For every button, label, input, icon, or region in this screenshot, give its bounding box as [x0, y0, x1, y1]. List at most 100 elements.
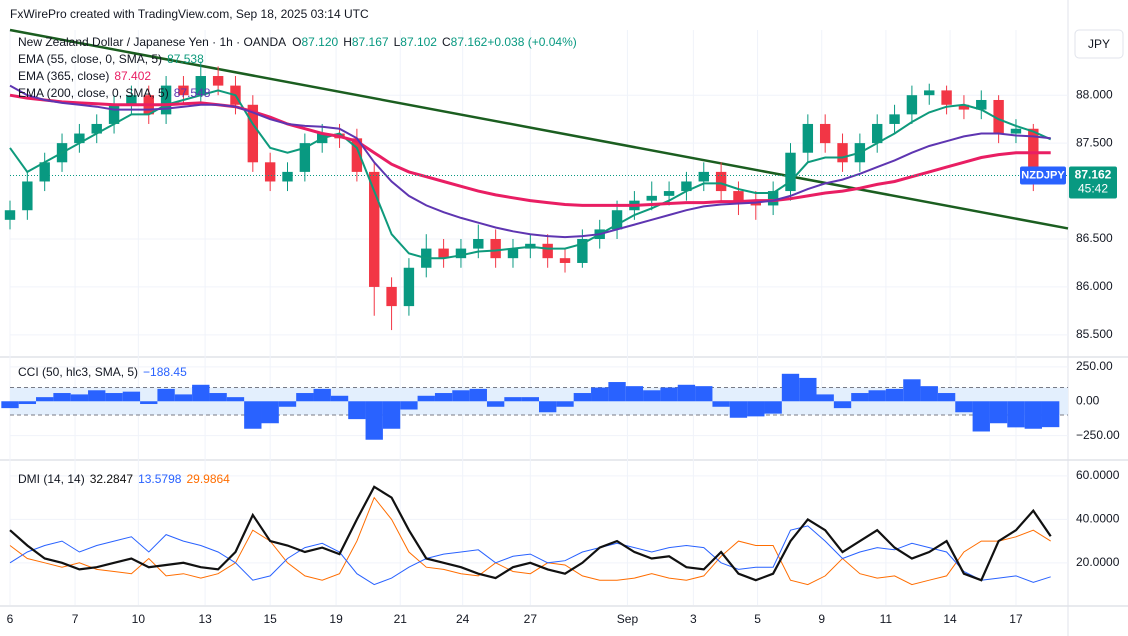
- cci-bar: [955, 401, 973, 413]
- candle-body: [681, 181, 692, 192]
- candle-body: [178, 85, 189, 96]
- candle-body: [108, 104, 120, 124]
- legend-value: −188.45: [143, 365, 187, 379]
- currency-button[interactable]: [1074, 29, 1124, 59]
- cci-bar: [712, 401, 730, 407]
- cci-bar: [885, 388, 904, 402]
- cci-bar: [469, 388, 487, 402]
- candle-body: [74, 133, 85, 144]
- candle-body: [1010, 128, 1022, 134]
- legend-value: 13.5798: [138, 472, 182, 486]
- candle-body: [195, 76, 206, 96]
- cci-bar: [122, 391, 141, 402]
- candle-body: [941, 90, 952, 105]
- cci-bar: [486, 401, 505, 407]
- candle-body: [386, 286, 397, 307]
- cci-bar: [434, 393, 453, 402]
- y-tick-label: 87.500: [1076, 135, 1113, 149]
- x-tick-label: 14: [943, 612, 957, 626]
- cci-bar: [556, 401, 574, 407]
- legend-entry: DMI (14, 14) 32.2847 13.5798 29.9864: [18, 472, 230, 486]
- candle-body: [455, 248, 467, 259]
- symbol-label: NZDJPY: [1021, 169, 1065, 181]
- ema-line: [9, 89, 1052, 260]
- x-tick-label: 24: [456, 612, 470, 626]
- cci-bar: [920, 386, 938, 402]
- legend-title: New Zealand Dollar / Japanese Yen · 1h ·…: [18, 35, 577, 49]
- cci-bar: [192, 384, 210, 402]
- ohlc-value: 87.102: [400, 35, 437, 49]
- cci-bar: [88, 390, 106, 402]
- cci-bar: [903, 379, 921, 402]
- candle-body: [490, 238, 501, 259]
- y-tick-label: 250.00: [1076, 359, 1113, 373]
- cci-bar: [573, 393, 592, 402]
- legend-value: 87.538: [167, 52, 204, 66]
- candle-body: [559, 258, 571, 263]
- cci-bar: [1007, 401, 1025, 428]
- candle-body: [802, 123, 814, 153]
- cci-bar: [868, 390, 886, 402]
- cci-bar: [417, 395, 435, 402]
- cci-bar: [747, 401, 765, 417]
- x-tick-label: 11: [880, 612, 893, 626]
- cci-bar: [816, 394, 834, 402]
- y-tick-label: 40.0000: [1076, 512, 1120, 526]
- candle-body: [837, 143, 848, 163]
- cci-bar: [1, 401, 19, 409]
- x-tick-label: 10: [132, 612, 146, 626]
- cci-bar: [400, 401, 418, 410]
- candle-body: [733, 191, 744, 201]
- candle-body: [4, 210, 16, 220]
- y-tick-label: 86.500: [1076, 231, 1113, 245]
- cci-bar: [70, 394, 89, 402]
- y-tick-label: 60.0000: [1076, 468, 1120, 482]
- candle-body: [438, 248, 449, 259]
- cci-bar: [296, 393, 314, 402]
- cci-bar: [313, 388, 331, 402]
- y-tick-label: 88.000: [1076, 87, 1113, 101]
- y-tick-label: 0.00: [1076, 393, 1100, 407]
- ohlc-value: 87.162: [451, 35, 488, 49]
- legend-entry: EMA (200, close, 0, SMA, 5) 87.548: [18, 86, 211, 100]
- candle-body: [369, 171, 380, 287]
- ohlc-value: +0.038 (+0.04%): [487, 35, 576, 49]
- cci-bar: [226, 397, 245, 402]
- currency[interactable]: JPY: [1088, 37, 1110, 51]
- candle-body: [473, 238, 484, 249]
- cci-bar: [729, 401, 748, 418]
- legend-entry: CCI (50, hlc3, SMA, 5) −188.45: [18, 365, 187, 379]
- x-tick-label: 3: [690, 612, 697, 626]
- cci-bar: [660, 387, 678, 402]
- x-tick-label: 6: [7, 612, 14, 626]
- ohlc-value: 87.167: [352, 35, 389, 49]
- ohlc-label: C: [442, 35, 451, 49]
- candle-body: [663, 191, 675, 196]
- trendline: [9, 28, 1069, 230]
- candle-body: [785, 152, 796, 192]
- x-tick-label: 17: [1009, 612, 1023, 626]
- dmi-line: [9, 496, 1051, 586]
- candle-body: [264, 162, 276, 182]
- cci-bar: [1041, 401, 1060, 428]
- cci-bar: [521, 397, 539, 402]
- x-tick-label: 15: [263, 612, 277, 626]
- legend-value: 87.402: [114, 69, 151, 83]
- candle-body: [611, 210, 623, 230]
- x-tick-label: 5: [754, 612, 761, 626]
- cci-bar: [972, 401, 990, 432]
- cci-bar: [625, 386, 644, 402]
- dmi-line: [9, 485, 1052, 582]
- legend-name: CCI (50, hlc3, SMA, 5): [18, 365, 138, 379]
- cci-bar: [105, 393, 123, 402]
- legend-name: DMI (14, 14): [18, 472, 85, 486]
- cci-bar: [330, 395, 349, 402]
- candle-body: [126, 95, 137, 105]
- candle-body: [299, 143, 311, 172]
- cci-bar: [365, 401, 383, 440]
- legend-name: EMA (365, close): [18, 69, 109, 83]
- x-tick-label: 9: [818, 612, 825, 626]
- legend-name: EMA (55, close, 0, SMA, 5): [18, 52, 162, 66]
- x-tick-label: 21: [394, 612, 408, 626]
